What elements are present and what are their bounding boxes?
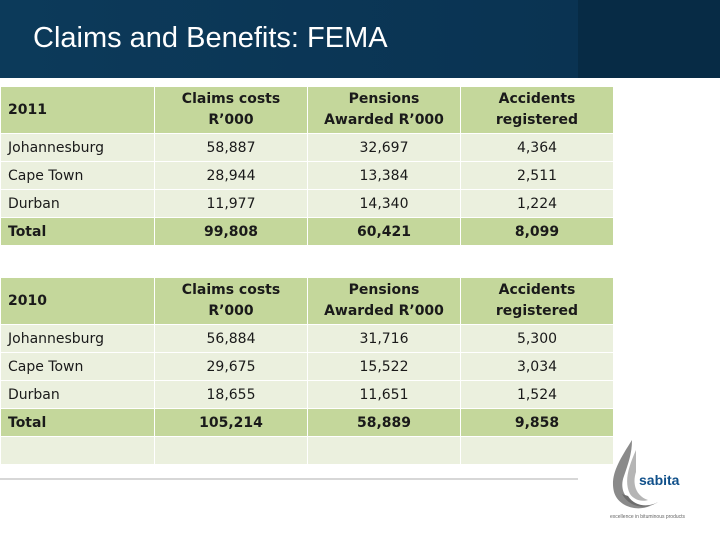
accidents-cell: 4,364 [460, 133, 614, 162]
sabita-logo: sabita excellence in bituminous products [606, 436, 696, 526]
total-pensions: 60,421 [307, 217, 461, 246]
year-header: 2010 [0, 277, 155, 325]
empty-row [0, 436, 614, 465]
drop-swirl-icon [612, 440, 658, 509]
accidents-cell: 2,511 [460, 161, 614, 190]
logo-wordmark: sabita [639, 472, 680, 488]
header-corner-block [578, 0, 720, 78]
total-pensions: 58,889 [307, 408, 461, 437]
footer-divider [0, 478, 578, 480]
col-pensions-header: Pensions Awarded R’000 [307, 86, 461, 134]
table-2011: 2011 Claims costs R’000 Pensions Awarded… [0, 86, 614, 246]
slide-title: Claims and Benefits: FEMA [33, 22, 388, 54]
table-row: Durban 11,977 14,340 1,224 [0, 189, 614, 218]
col-claims-header: Claims costs R’000 [154, 277, 308, 325]
city-cell: Durban [0, 189, 155, 218]
table-row: Johannesburg 56,884 31,716 5,300 [0, 324, 614, 353]
table-row: Cape Town 28,944 13,384 2,511 [0, 161, 614, 190]
table-2010: 2010 Claims costs R’000 Pensions Awarded… [0, 277, 614, 465]
total-row: Total 105,214 58,889 9,858 [0, 408, 614, 437]
col-pensions-header: Pensions Awarded R’000 [307, 277, 461, 325]
city-cell: Durban [0, 380, 155, 409]
slide-header: Claims and Benefits: FEMA [0, 0, 720, 78]
table-row: Durban 18,655 11,651 1,524 [0, 380, 614, 409]
city-cell: Cape Town [0, 352, 155, 381]
claims-cell: 28,944 [154, 161, 308, 190]
pensions-cell: 13,384 [307, 161, 461, 190]
pensions-cell: 11,651 [307, 380, 461, 409]
table-row: Cape Town 29,675 15,522 3,034 [0, 352, 614, 381]
claims-cell: 18,655 [154, 380, 308, 409]
col-accidents-header: Accidents registered [460, 86, 614, 134]
pensions-cell: 15,522 [307, 352, 461, 381]
total-accidents: 8,099 [460, 217, 614, 246]
city-cell: Cape Town [0, 161, 155, 190]
claims-cell: 29,675 [154, 352, 308, 381]
year-header: 2011 [0, 86, 155, 134]
total-label: Total [0, 217, 155, 246]
accidents-cell: 5,300 [460, 324, 614, 353]
pensions-cell: 31,716 [307, 324, 461, 353]
total-row: Total 99,808 60,421 8,099 [0, 217, 614, 246]
city-cell: Johannesburg [0, 133, 155, 162]
claims-cell: 11,977 [154, 189, 308, 218]
accidents-cell: 1,224 [460, 189, 614, 218]
total-label: Total [0, 408, 155, 437]
claims-cell: 56,884 [154, 324, 308, 353]
total-claims: 99,808 [154, 217, 308, 246]
total-claims: 105,214 [154, 408, 308, 437]
accidents-cell: 1,524 [460, 380, 614, 409]
empty-cell [154, 436, 308, 465]
col-claims-header: Claims costs R’000 [154, 86, 308, 134]
logo-tagline: excellence in bituminous products [610, 514, 686, 520]
claims-cell: 58,887 [154, 133, 308, 162]
empty-cell [307, 436, 461, 465]
empty-cell [460, 436, 614, 465]
table-row: Johannesburg 58,887 32,697 4,364 [0, 133, 614, 162]
pensions-cell: 32,697 [307, 133, 461, 162]
table-header-row: 2010 Claims costs R’000 Pensions Awarded… [0, 277, 614, 325]
accidents-cell: 3,034 [460, 352, 614, 381]
col-accidents-header: Accidents registered [460, 277, 614, 325]
city-cell: Johannesburg [0, 324, 155, 353]
empty-cell [0, 436, 155, 465]
table-header-row: 2011 Claims costs R’000 Pensions Awarded… [0, 86, 614, 134]
pensions-cell: 14,340 [307, 189, 461, 218]
total-accidents: 9,858 [460, 408, 614, 437]
